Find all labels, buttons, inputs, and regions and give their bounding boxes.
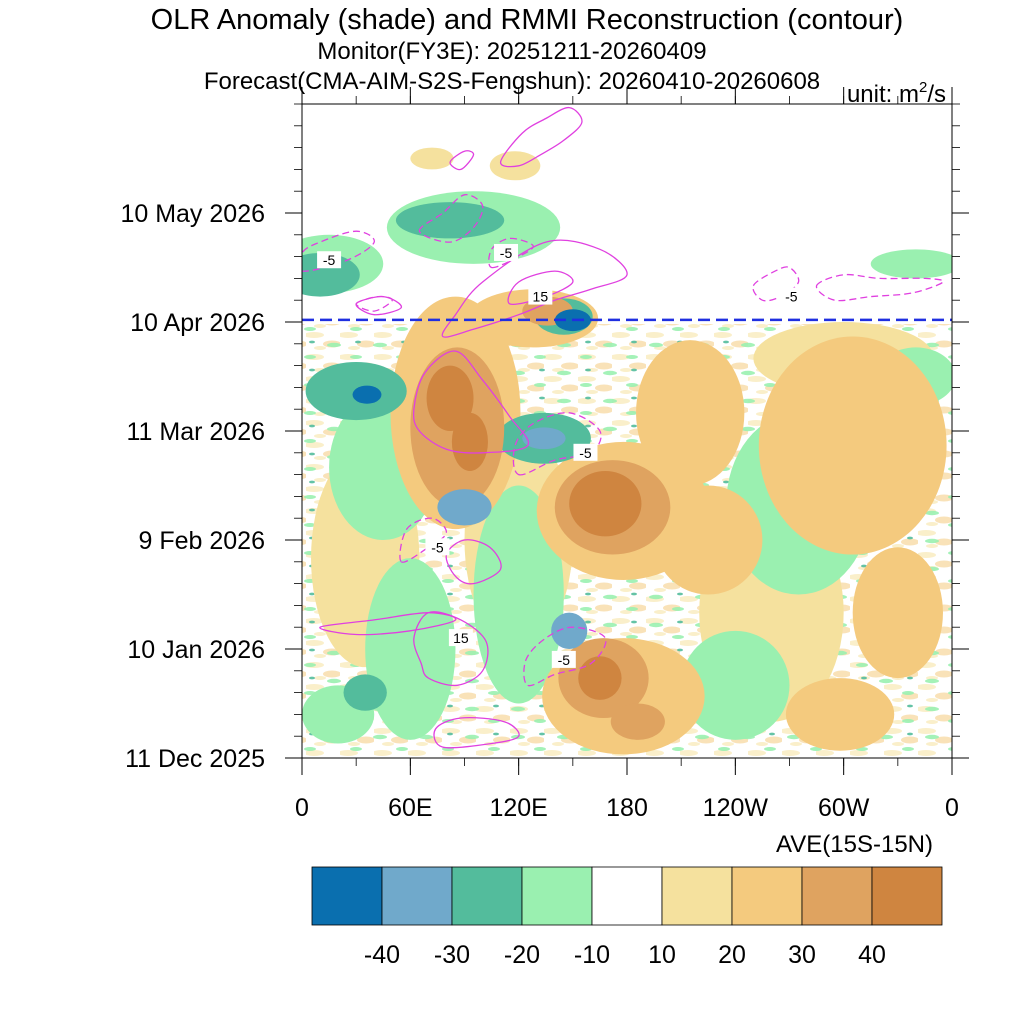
anomaly-shading [302, 147, 952, 755]
contour-label: -5 [500, 245, 513, 261]
x-tick-label: 180 [606, 794, 648, 822]
contour-label: -5 [558, 652, 571, 668]
contour-positive [499, 106, 583, 168]
negative-anomaly-blob [352, 385, 382, 404]
contour-label: -5 [785, 289, 798, 305]
positive-anomaly-blob [852, 547, 943, 679]
contour-positive [413, 611, 489, 687]
contour-label: -5 [579, 445, 592, 461]
y-tick-label: 10 Jan 2026 [127, 636, 265, 664]
y-axis: 11 Dec 2025 10 Jan 2026 9 Feb 2026 11 Mar 2… [120, 103, 969, 773]
positive-anomaly-blob [785, 678, 895, 751]
colorbar-swatch [871, 866, 943, 926]
colorbar-swatch [451, 866, 523, 926]
subtitle-monitor: Monitor(FY3E): 20251211-20260409 [317, 38, 706, 65]
contour-label: 15 [533, 289, 549, 305]
positive-anomaly-blob [654, 485, 763, 595]
colorbar-label: -40 [364, 941, 400, 969]
negative-anomaly-blob [302, 252, 360, 297]
contour-positive [449, 150, 475, 171]
negative-anomaly-blob [395, 202, 505, 239]
colorbar-label: 40 [858, 941, 886, 969]
contour-label-bg [317, 251, 342, 269]
y-tick-label: 11 Mar 2026 [126, 418, 265, 446]
x-tick-label: 0 [945, 794, 959, 822]
negative-anomaly-blob [681, 630, 790, 740]
contour-positive [433, 716, 520, 749]
x-tick-label: 0 [295, 794, 309, 822]
contour-label: 15 [453, 630, 469, 646]
positive-anomaly-blob [758, 336, 947, 555]
colorbar-swatch [591, 866, 663, 926]
contour-label-bg [448, 629, 473, 647]
y-tick-label: 10 Apr 2026 [130, 309, 265, 337]
colorbar-label: -20 [504, 941, 540, 969]
colorbar-label: -10 [574, 941, 610, 969]
positive-anomaly-blob [569, 470, 642, 537]
colorbar-swatch [381, 866, 453, 926]
positive-anomaly-blob [426, 365, 474, 431]
colorbar-swatch [801, 866, 873, 926]
negative-anomaly-blob [437, 489, 492, 526]
contour-label-bg [528, 287, 553, 305]
contour-positive [355, 295, 402, 316]
contour-negative [355, 295, 393, 312]
contour-negative [512, 412, 602, 476]
x-tick-label: 60W [818, 794, 870, 822]
y-tick-label: 9 Feb 2026 [139, 527, 266, 555]
negative-anomaly-blob [522, 427, 566, 450]
colorbar-swatch [311, 866, 383, 926]
rmmi-contours [302, 106, 944, 749]
x-tick-label: 60E [388, 794, 432, 822]
positive-anomaly-blob [410, 147, 454, 170]
colorbar-label: 20 [718, 941, 746, 969]
colorbar: -40 -30 -20 -10 10 20 30 40 [311, 866, 943, 969]
contour-negative [418, 194, 484, 243]
negative-anomaly-blob [365, 558, 456, 740]
positive-anomaly-blob [578, 656, 622, 700]
y-tick-label: 10 May 2026 [120, 200, 265, 228]
plot-area: -5 -5 15 -5 -5 -5 15 -5 [301, 103, 953, 759]
contour-label-bg [779, 287, 804, 305]
positive-anomaly-blob [610, 703, 665, 740]
x-tick-label: 120E [489, 794, 547, 822]
y-tick-label: 11 Dec 2025 [125, 745, 265, 773]
contour-label-bg [494, 243, 519, 261]
contour-negative [523, 626, 607, 687]
contour-negative [752, 266, 800, 302]
contour-labels: -5 -5 15 -5 -5 -5 15 -5 [317, 243, 804, 668]
contour-label-bg [425, 538, 450, 556]
negative-anomaly-blob [551, 612, 588, 649]
contour-negative [815, 273, 944, 302]
negative-anomaly-blob [343, 674, 387, 711]
x-tick-label: 120W [703, 794, 769, 822]
chart-title: OLR Anomaly (shade) and RMMI Reconstruct… [151, 4, 904, 36]
contour-label: -5 [431, 539, 444, 555]
colorbar-swatch [661, 866, 733, 926]
contour-positive [412, 350, 530, 454]
contour-label: -5 [323, 252, 336, 268]
colorbar-label: -30 [434, 941, 470, 969]
x-axis: 0 60E 120E 180 120W 60W 0 [295, 87, 959, 822]
colorbar-swatch [731, 866, 803, 926]
colorbar-label: 10 [648, 941, 676, 969]
colorbar-swatch [521, 866, 593, 926]
positive-anomaly-blob [636, 340, 745, 486]
contour-label-bg [551, 650, 576, 668]
negative-anomaly-blob [870, 249, 952, 279]
colorbar-label: 30 [788, 941, 816, 969]
negative-anomaly-blob [473, 485, 564, 704]
contour-label-bg [573, 443, 598, 461]
x-axis-label: AVE(15S-15N) [776, 831, 933, 858]
subtitle-forecast: Forecast(CMA-AIM-S2S-Fengshun): 20260410… [204, 68, 820, 95]
positive-anomaly-blob [451, 412, 488, 471]
contour-negative [302, 230, 375, 272]
contour-positive [319, 612, 457, 636]
